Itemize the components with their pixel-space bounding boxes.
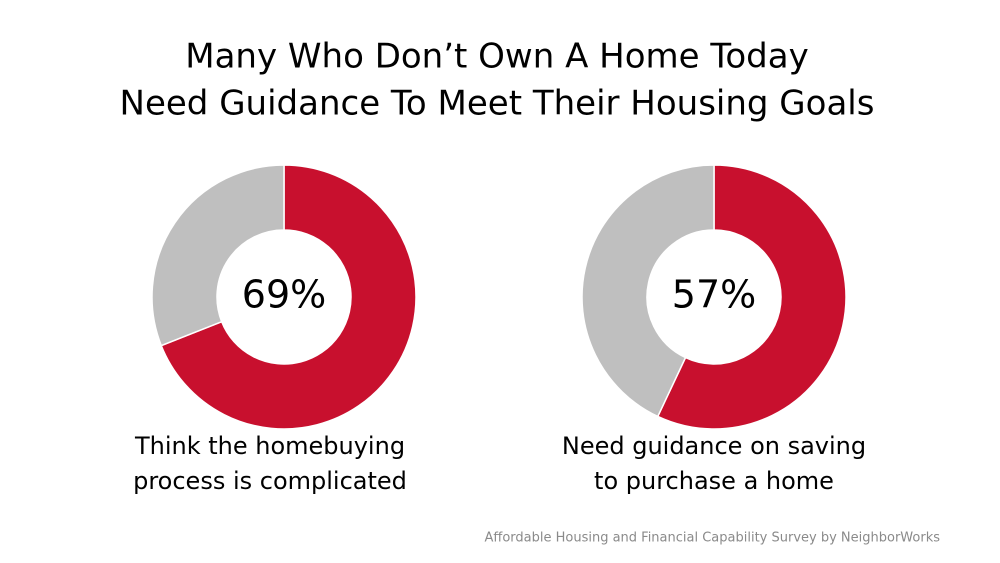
center-label: 69% — [242, 273, 326, 317]
donut-segment — [160, 164, 417, 430]
donut-segment — [656, 164, 847, 430]
caption-line: Think the homebuying — [134, 432, 405, 460]
donut-segment — [151, 164, 285, 347]
source: Affordable Housing and Financial Capabil… — [484, 531, 940, 546]
caption-line: Need guidance on saving — [562, 432, 866, 460]
title-line: Need Guidance To Meet Their Housing Goal… — [120, 84, 875, 124]
title-line: Many Who Don’t Own A Home Today — [185, 37, 808, 77]
center-label: 57% — [672, 273, 756, 317]
caption-line: process is complicated — [133, 467, 407, 495]
caption-line: to purchase a home — [594, 467, 834, 495]
donut-segment — [581, 164, 715, 418]
